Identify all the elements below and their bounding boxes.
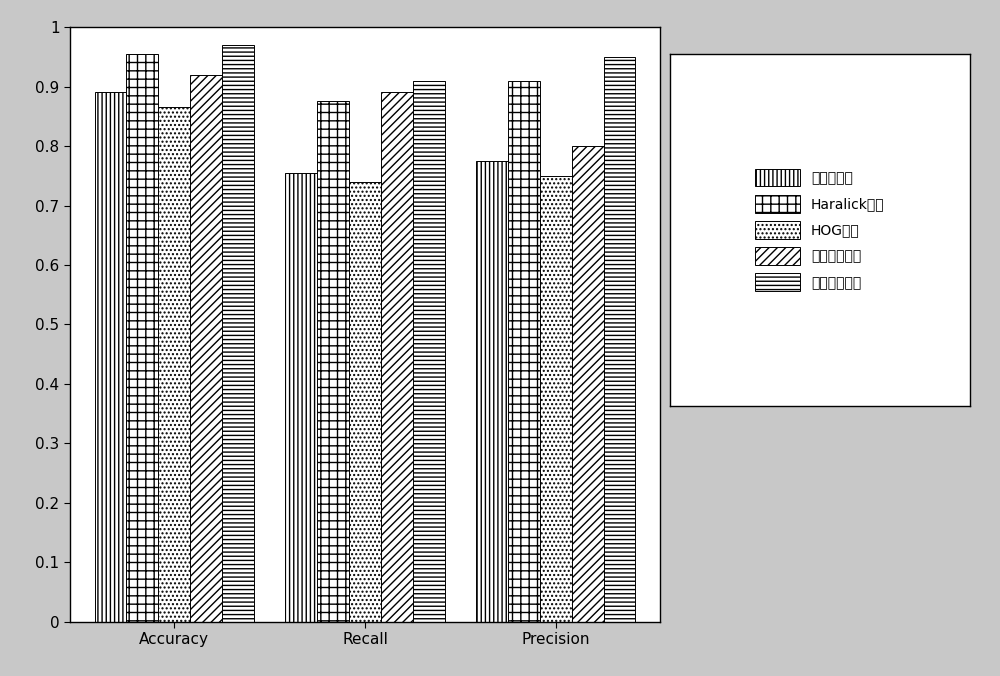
Bar xyxy=(190,74,222,622)
Legend: 灰度直方图, Haralick纹理, HOG特征, 先分类再融合, 先融合再分类: 灰度直方图, Haralick纹理, HOG特征, 先分类再融合, 先融合再分类 xyxy=(744,158,896,302)
Bar xyxy=(285,173,317,622)
Bar xyxy=(572,146,604,622)
Bar xyxy=(95,93,126,622)
Bar xyxy=(604,57,635,622)
Bar xyxy=(317,101,349,622)
Bar xyxy=(126,54,158,622)
Bar xyxy=(381,93,413,622)
Bar xyxy=(508,80,540,622)
Bar xyxy=(349,182,381,622)
Bar xyxy=(540,176,572,622)
Bar xyxy=(158,107,190,622)
Bar xyxy=(476,161,508,622)
Bar xyxy=(222,45,254,622)
Bar xyxy=(413,80,445,622)
